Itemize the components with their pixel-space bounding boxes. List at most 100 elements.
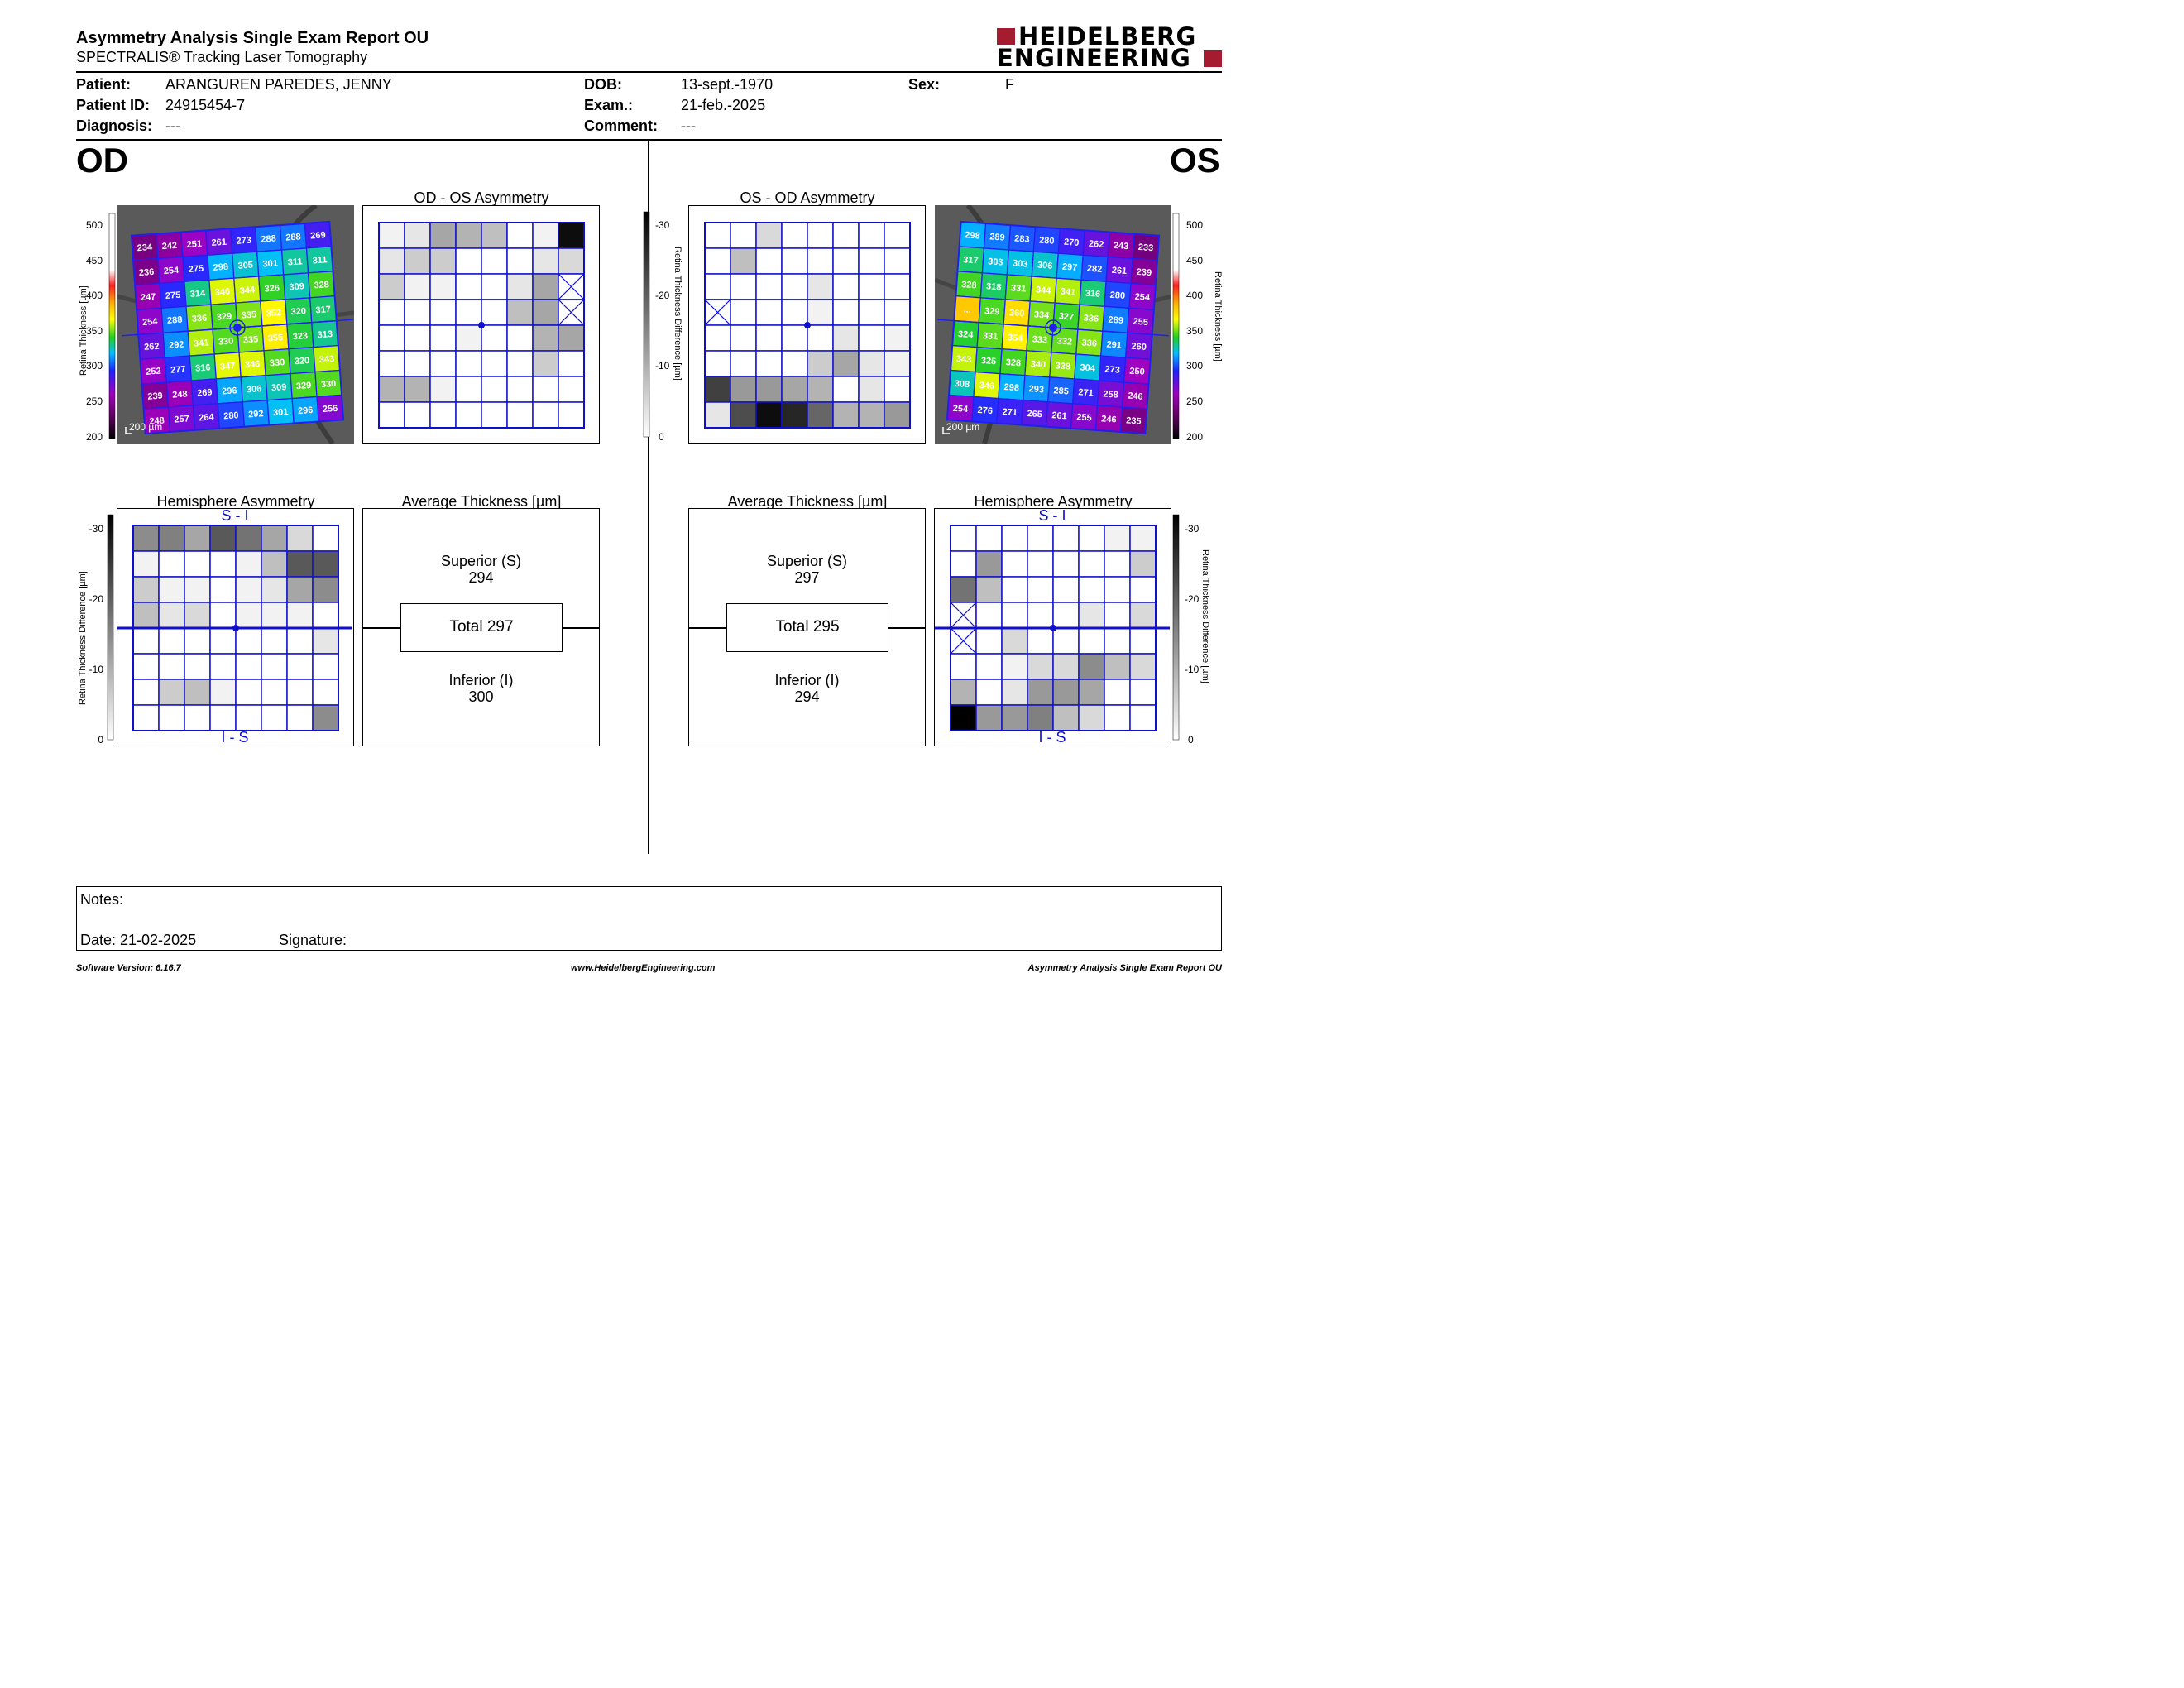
os-superior-label: Superior (S) <box>766 553 848 569</box>
od-asym-cell <box>404 299 431 326</box>
os-diff-tick-10: -10 <box>1185 664 1200 675</box>
od-thickness-value: 346 <box>214 287 230 298</box>
os-hemi-cell <box>1027 627 1054 655</box>
os-thickness-value: 341 <box>1060 287 1075 298</box>
os-hemi-cell <box>975 627 1003 655</box>
os-thickness-value: 254 <box>1134 292 1151 303</box>
os-hemi-cell <box>1078 550 1105 578</box>
od-asym-cell <box>481 350 508 377</box>
od-asym-cell <box>506 222 534 249</box>
od-hemi-cell <box>158 602 185 629</box>
os-thickness-axis-label: Retina Thickness [µm] <box>1213 271 1223 362</box>
od-hemi-cell <box>235 653 262 680</box>
os-hemi-cell <box>1129 653 1157 680</box>
os-tick-250: 250 <box>1186 396 1203 407</box>
os-thickness-value: 246 <box>1128 391 1143 402</box>
os-hemi-cell <box>950 653 977 680</box>
od-diff-tick-20: -20 <box>89 593 104 605</box>
os-inferior-value: 294 <box>794 688 820 705</box>
od-hemi-cell <box>184 602 211 629</box>
os-tick-400: 400 <box>1186 290 1203 301</box>
od-thickness-value: 344 <box>239 285 256 295</box>
logo-line2: ENGINEERING <box>997 44 1191 72</box>
od-asym-cell <box>532 273 559 300</box>
od-thickness-value: 352 <box>266 308 281 319</box>
os-hemi-cell <box>1104 653 1131 680</box>
od-hemi-cell <box>209 550 237 578</box>
od-asym-cell <box>429 376 457 403</box>
od-thickness-value: 316 <box>195 362 211 373</box>
os-thickness-value: 317 <box>963 255 979 266</box>
od-total-box: Total 297 <box>400 603 563 652</box>
od-asym-cell <box>481 401 508 429</box>
os-thickness-value: 289 <box>989 232 1005 242</box>
os-asymmetry-panel <box>688 205 926 444</box>
os-asym-cell <box>781 350 808 377</box>
od-asym-cell <box>404 222 431 249</box>
od-thickness-value: 264 <box>199 412 215 423</box>
od-hemi-cell <box>261 550 288 578</box>
os-thickness-value: 265 <box>1027 409 1042 420</box>
os-thickness-value: 282 <box>1086 264 1102 275</box>
od-asym-cell <box>532 350 559 377</box>
od-hemi-cell <box>132 653 160 680</box>
os-hemi-cell <box>1078 653 1105 680</box>
od-asym-cell <box>506 350 534 377</box>
od-asym-cell <box>532 324 559 352</box>
od-hemi-cell <box>209 525 237 552</box>
os-asym-cell <box>755 324 783 352</box>
os-asym-cell <box>781 401 808 429</box>
os-hemi-cell <box>1129 525 1157 552</box>
os-hemi-cell <box>1104 679 1131 706</box>
od-thickness-value: 236 <box>139 267 155 278</box>
od-superior-label: Superior (S) <box>440 553 522 569</box>
os-asym-cell <box>858 376 885 403</box>
od-asym-cell <box>404 247 431 275</box>
od-thickness-value: 346 <box>245 359 261 370</box>
os-thickness-value: 246 <box>1101 414 1117 424</box>
od-asym-cell <box>558 350 585 377</box>
od-thickness-value: 252 <box>146 367 161 377</box>
od-thickness-value: 275 <box>165 290 181 301</box>
os-thickness-scale: 500 450 400 350 300 250 200 Retina Thick… <box>1172 213 1223 443</box>
od-thickness-value: 242 <box>161 241 177 252</box>
od-hemi-cell <box>184 679 211 706</box>
od-thickness-value: 269 <box>310 230 326 241</box>
os-thickness-map: 298 289 283 280 270 262 243 233 317 303 303 306 297 2… <box>934 204 1172 444</box>
notes-box[interactable]: Notes: Date: 21-02-2025 Signature: <box>76 886 1222 951</box>
os-asym-cell <box>832 299 860 326</box>
patient-name: ARANGUREN PAREDES, JENNY <box>165 76 392 93</box>
od-hemi-cell <box>132 525 160 552</box>
os-hemi-cell <box>1129 704 1157 731</box>
patient-label: Patient: <box>76 76 132 93</box>
od-thickness-value: 306 <box>247 384 262 395</box>
od-hemi-cell <box>261 602 288 629</box>
os-hemi-cell <box>975 704 1003 731</box>
os-thickness-value: 262 <box>1089 239 1104 250</box>
od-thickness-value: 341 <box>194 338 209 348</box>
os-thickness-value: 336 <box>1081 338 1097 348</box>
os-thickness-value: 336 <box>1083 314 1099 324</box>
os-diff-tick-20: -20 <box>1185 593 1200 605</box>
os-tick-300: 300 <box>1186 360 1203 372</box>
od-hemi-cell <box>235 525 262 552</box>
od-scale-label: 200 µm <box>129 421 162 433</box>
logo-square-bottom <box>1204 50 1222 67</box>
od-hemi-cell <box>184 576 211 603</box>
od-hemi-cell <box>132 602 160 629</box>
website-link[interactable]: www.HeidelbergEngineering.com <box>571 963 716 973</box>
os-thickness-value: 276 <box>977 405 993 416</box>
os-avg-line-right <box>888 627 925 629</box>
od-asym-cell <box>558 222 585 249</box>
os-thickness-value: 280 <box>1109 290 1125 301</box>
od-hemi-bottom-label: I - S <box>221 729 249 746</box>
od-thickness-value: 301 <box>273 407 289 418</box>
od-asym-cell <box>378 299 405 326</box>
os-hemi-cell <box>1027 679 1054 706</box>
od-hemi-cell <box>184 704 211 731</box>
od-hemi-cell <box>184 550 211 578</box>
od-asymmetry-title: OD - OS Asymmetry <box>414 189 549 206</box>
os-thickness-value: 303 <box>988 257 1003 267</box>
od-asym-cell <box>429 299 457 326</box>
od-asym-cell <box>481 299 508 326</box>
